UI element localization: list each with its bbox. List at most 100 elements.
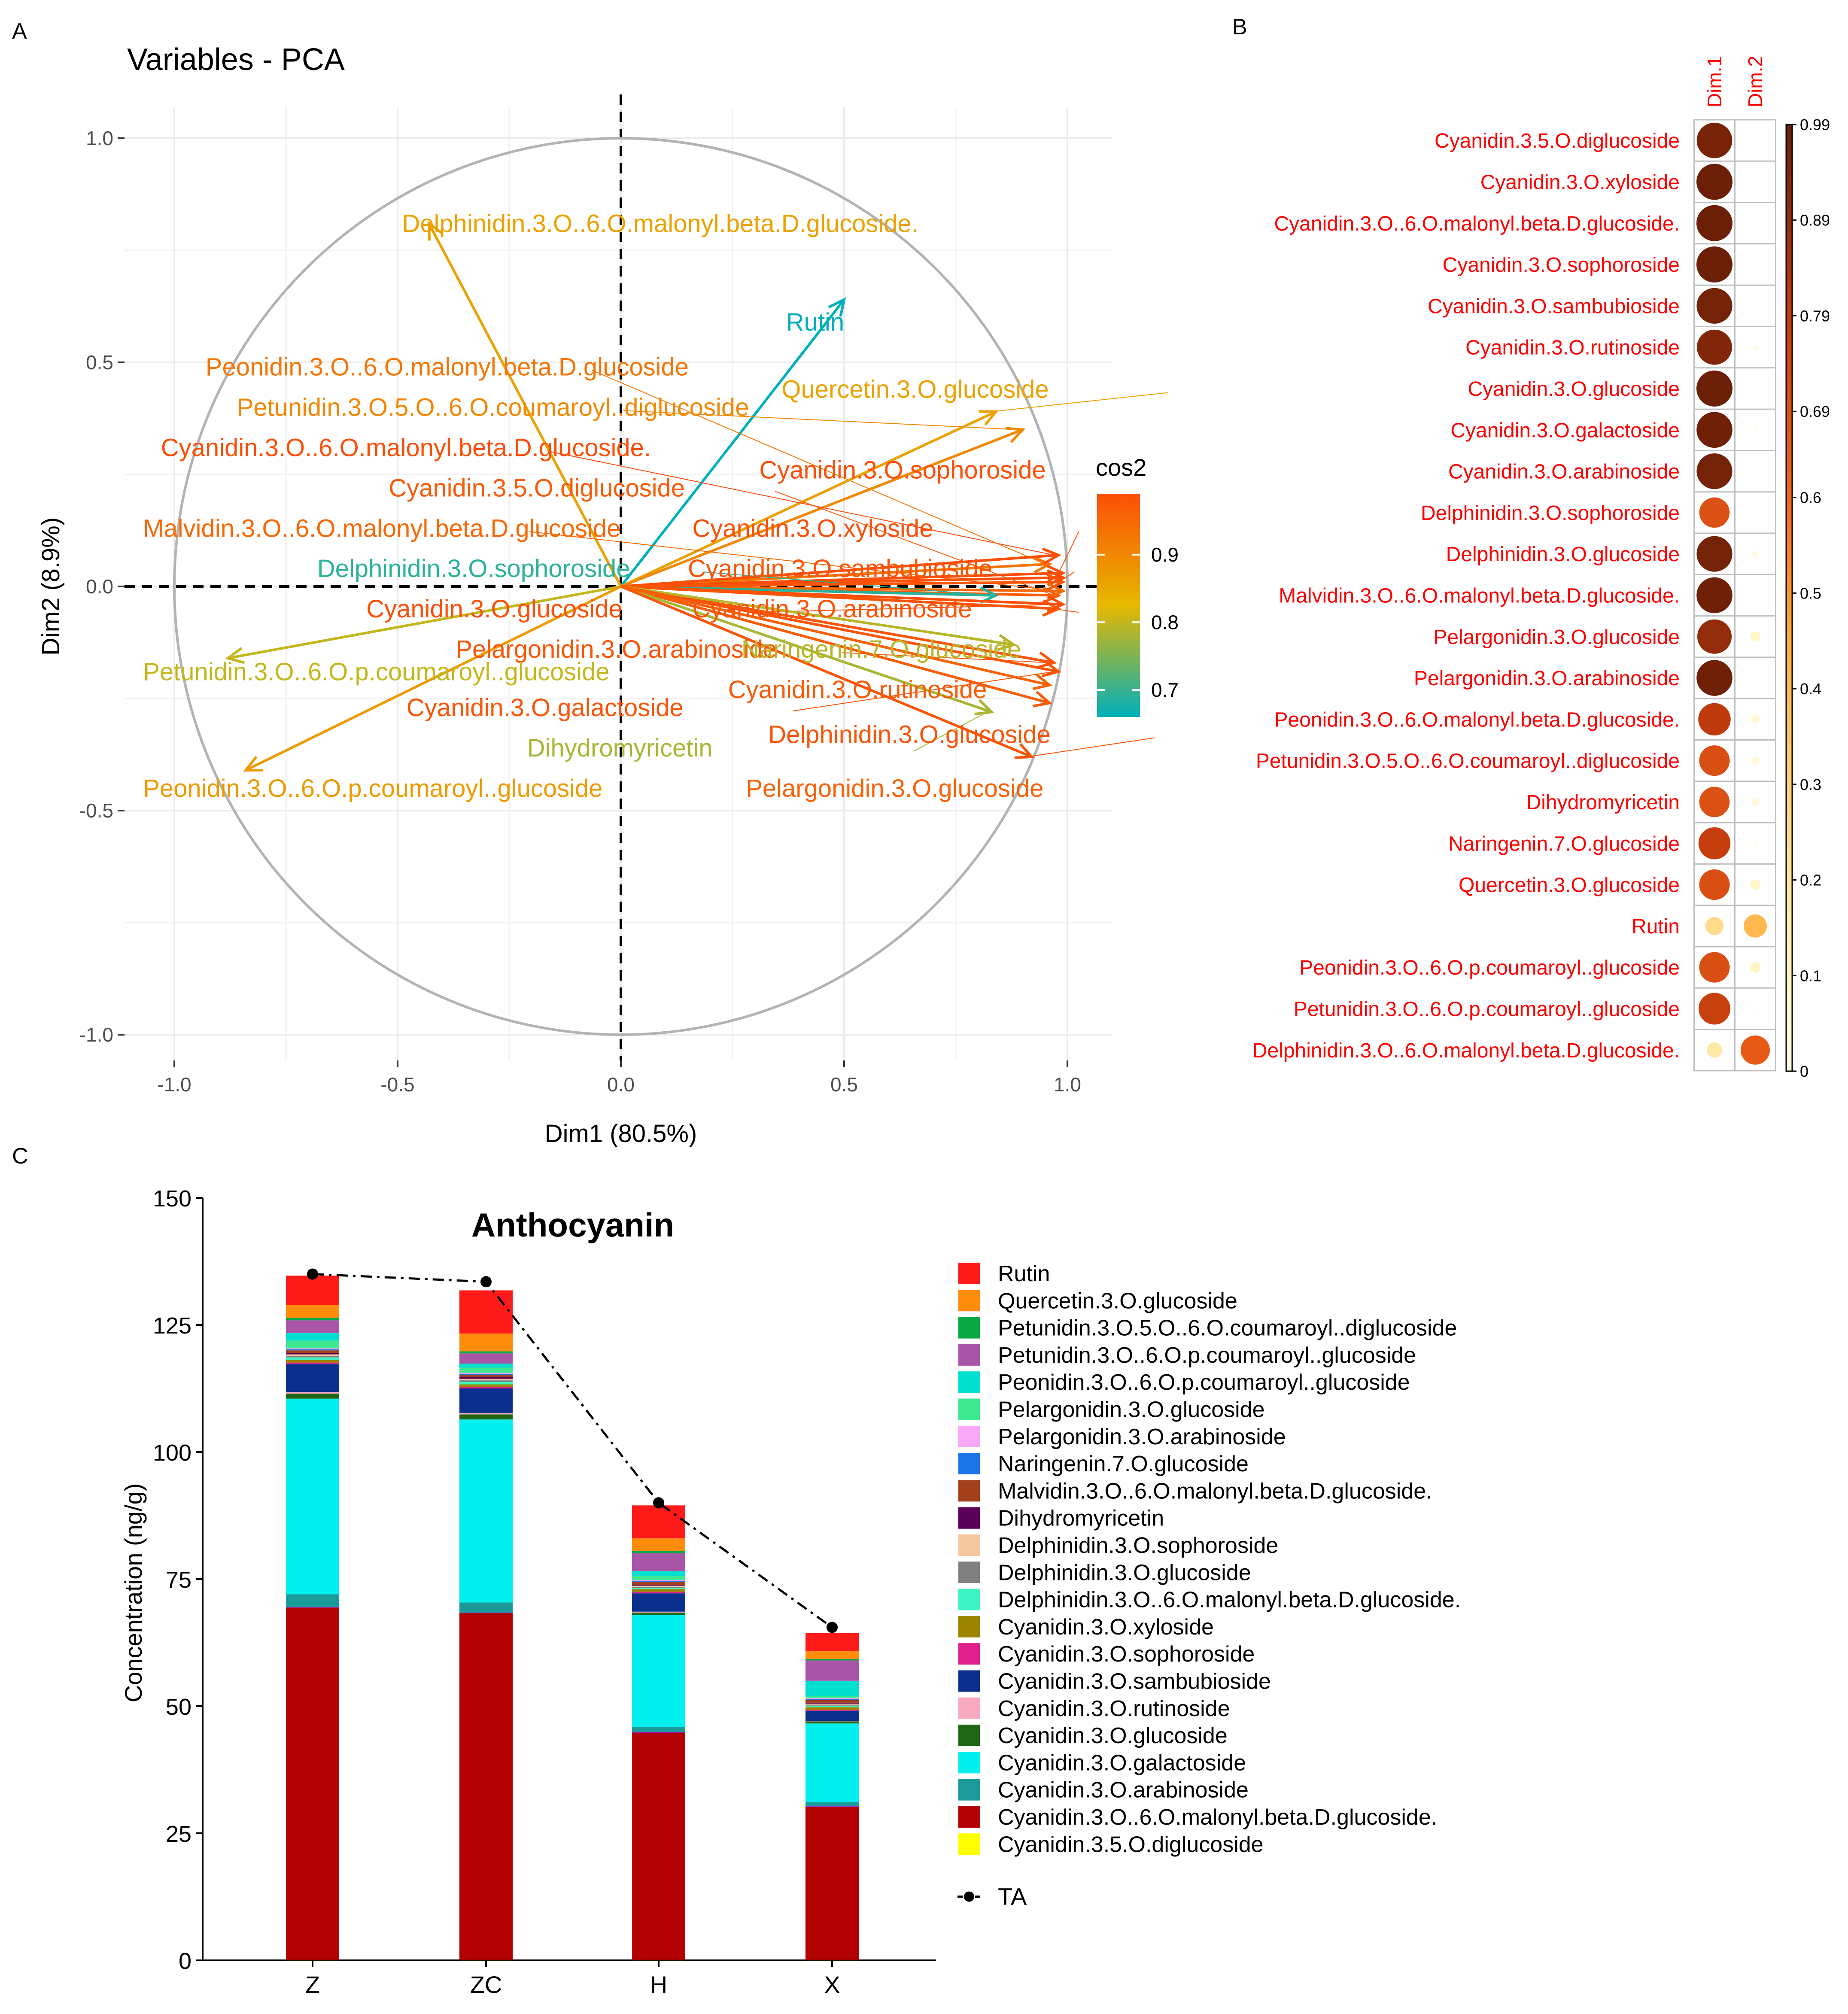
corr-cell-circle (1750, 880, 1760, 890)
corr-cell-circle (1754, 1007, 1757, 1010)
pca-x-tick-label: 0.5 (830, 1073, 858, 1096)
bar-legend-label: Cyanidin.3.O.galactoside (998, 1750, 1246, 1775)
pca-y-tick-label: 0.5 (86, 351, 113, 374)
bar-legend-swatch (958, 1589, 980, 1610)
corr-cell-circle (1754, 594, 1757, 596)
corr-colorbar-label: 0.69 (1800, 403, 1830, 420)
bar-segment (805, 1660, 859, 1680)
bar-segment (459, 1353, 513, 1364)
corr-cell-circle (1754, 841, 1757, 845)
bar-legend-swatch (958, 1643, 980, 1665)
bar-legend-swatch (958, 1344, 980, 1366)
bar-segment (459, 1388, 513, 1413)
bar-legend-label: Delphinidin.3.O..6.O.malonyl.beta.D.gluc… (998, 1588, 1461, 1613)
corr-row-label: Cyanidin.3.O.galactoside (1450, 419, 1680, 442)
bar-legend-swatch (958, 1725, 980, 1746)
bar-segment (805, 1806, 859, 1807)
bar-legend-swatch (958, 1426, 980, 1447)
bar-segment (286, 1363, 339, 1364)
figure-root: A B C Variables - PCA Dim1 (80.5%) Dim2 … (0, 0, 1848, 2012)
corr-cell-circle (1696, 288, 1732, 324)
bar-segment (286, 1607, 339, 1960)
bar-segment (286, 1360, 339, 1363)
pca-variable-label: Delphinidin.3.O..6.O.malonyl.beta.D.gluc… (402, 210, 918, 237)
corr-row-label: Peonidin.3.O..6.O.malonyl.beta.D.glucosi… (1274, 708, 1680, 731)
bar-y-tick-label: 50 (166, 1694, 191, 1720)
bar-segment (459, 1290, 513, 1334)
pca-variable-label: Pelargonidin.3.O.glucoside (746, 775, 1043, 802)
bar-segment (459, 1613, 513, 1959)
pca-variable-label: Cyanidin.3.O.xyloside (692, 514, 933, 542)
bar-segment (805, 1722, 859, 1724)
bar-segment (459, 1387, 513, 1388)
pca-variable-label: Peonidin.3.O..6.O.malonyl.beta.D.glucosi… (206, 353, 689, 381)
bar-legend-swatch (958, 1534, 980, 1556)
pca-x-tick-label: -0.5 (380, 1073, 414, 1096)
corr-row-label: Dihydromyricetin (1526, 791, 1680, 814)
bar-segment (632, 1553, 685, 1571)
bar-segment (286, 1350, 339, 1353)
bar-y-tick-label: 75 (166, 1567, 191, 1593)
bar-legend-label: Pelargonidin.3.O.glucoside (998, 1397, 1265, 1422)
corr-cell-circle (1696, 371, 1732, 407)
pca-x-tick-label: 1.0 (1054, 1073, 1081, 1096)
corr-cell-circle (1754, 180, 1757, 183)
bar-legend-label: Cyanidin.3.O.sambubioside (998, 1669, 1271, 1694)
corr-cell-circle (1696, 164, 1732, 200)
bar-segment (632, 1612, 685, 1613)
pca-x-tick-label: -1.0 (157, 1073, 191, 1096)
bar-legend-label: Peonidin.3.O..6.O.p.coumaroyl..glucoside (998, 1370, 1410, 1395)
corr-cell-circle (1699, 787, 1730, 817)
bar-legend-swatch (958, 1671, 980, 1692)
ta-point (827, 1622, 838, 1633)
pca-legend-tick-label: 0.7 (1151, 679, 1179, 701)
ta-legend-label: TA (998, 1883, 1027, 1910)
pca-y-tick-label: -0.5 (79, 799, 113, 822)
bar-legend-swatch (958, 1616, 980, 1637)
corr-cell-circle (1696, 205, 1732, 241)
pca-legend-tick-label: 0.8 (1151, 611, 1179, 633)
corr-cell-circle (1707, 1042, 1722, 1058)
pca-x-axis-label: Dim1 (80.5%) (545, 1120, 697, 1148)
bar-legend-swatch (958, 1317, 980, 1339)
corr-cell-circle (1753, 345, 1758, 350)
bar-segment (632, 1588, 685, 1589)
bar-segment (459, 1413, 513, 1415)
bar-segment (632, 1582, 685, 1585)
bar-segment (286, 1358, 339, 1360)
corr-colorbar-label: 0.79 (1800, 307, 1830, 325)
bar-y-tick-label: 25 (166, 1821, 191, 1847)
corr-cell-circle (1751, 756, 1760, 765)
bar-segment (459, 1385, 513, 1387)
pca-legend-colorbar (1097, 494, 1140, 717)
corr-cell-circle (1698, 703, 1731, 736)
pca-variable-label: Petunidin.3.O.5.O..6.O.coumaroyl..digluc… (237, 393, 749, 421)
corr-cell-circle (1754, 511, 1757, 514)
corr-cell-circle (1750, 632, 1760, 642)
bar-segment (632, 1571, 685, 1576)
corr-cell-circle (1754, 263, 1757, 266)
corr-cell-circle (1697, 123, 1732, 158)
bar-legend-swatch (958, 1779, 980, 1801)
corr-cell-circle (1744, 914, 1767, 938)
corr-row-label: Delphinidin.3.O..6.O.malonyl.beta.D.gluc… (1252, 1039, 1680, 1062)
bar-segment (286, 1276, 339, 1305)
bar-legend-swatch (958, 1752, 980, 1773)
bar-segment (286, 1356, 339, 1358)
corr-cell-circle (1750, 962, 1760, 972)
pca-variable-label: Petunidin.3.O..6.O.p.coumaroyl..glucosid… (143, 658, 609, 686)
bar-segment (805, 1698, 859, 1699)
bar-segment (286, 1349, 339, 1350)
pca-variable-label: Quercetin.3.O.glucoside (781, 376, 1049, 404)
bar-segment (459, 1377, 513, 1379)
pca-variable-label: Delphinidin.3.O.sophoroside (317, 555, 630, 583)
bar-legend-label: Cyanidin.3.O.arabinoside (998, 1778, 1249, 1803)
bar-segment (805, 1711, 859, 1721)
bar-segment (286, 1320, 339, 1333)
bar-segment (286, 1392, 339, 1394)
pca-y-tick-label: 0.0 (86, 575, 113, 598)
corr-cell-circle (1696, 577, 1732, 614)
bar-legend-swatch (958, 1453, 980, 1474)
bar-segment (632, 1593, 685, 1612)
corr-cell-circle (1697, 620, 1732, 654)
